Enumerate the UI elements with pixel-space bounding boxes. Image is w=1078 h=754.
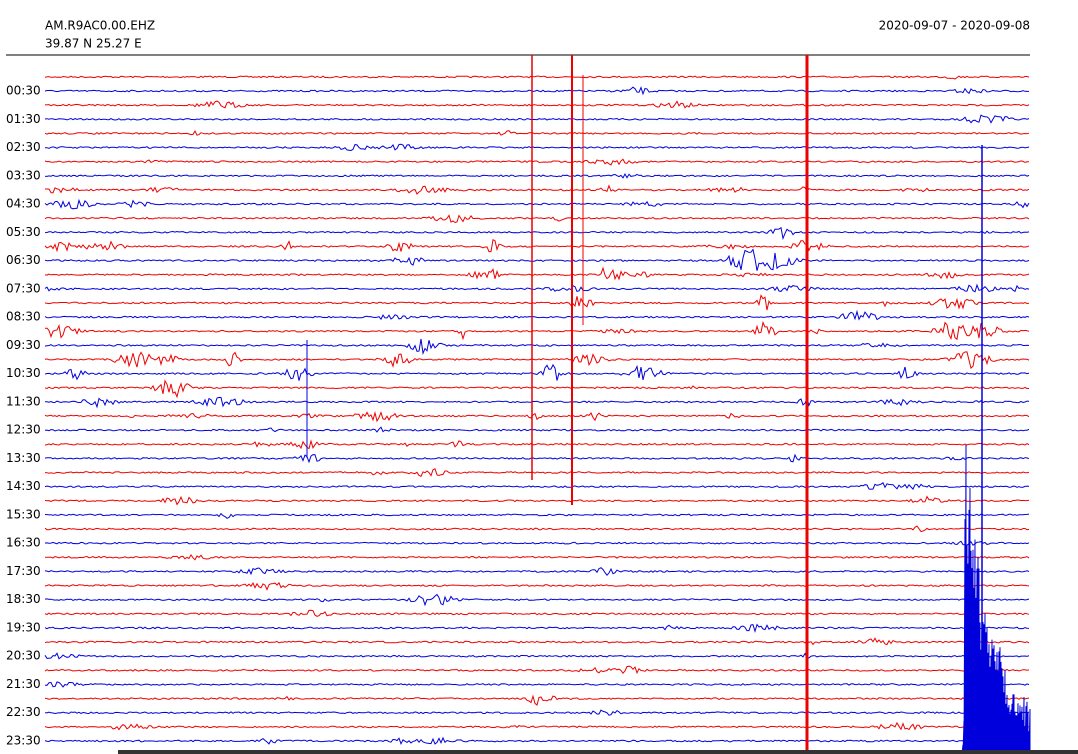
trace [44,540,1030,546]
time-label: 07:30 [6,281,41,295]
trace [44,226,1030,241]
trace [44,158,1030,166]
time-label: 06:30 [6,253,41,267]
time-label: 21:30 [6,677,41,691]
time-label: 23:30 [6,733,41,747]
time-label: 12:30 [6,423,41,437]
trace [44,114,1030,124]
time-label: 16:30 [6,536,41,550]
trace [44,198,1030,210]
trace [44,283,1030,293]
time-label: 14:30 [6,479,41,493]
trace [44,709,1030,716]
trace [44,248,1030,271]
trace [45,184,1030,195]
trace [45,143,1030,152]
trace [44,525,1030,533]
trace [44,351,1030,370]
trace [44,320,1030,341]
trace [44,482,1030,490]
time-label: 22:30 [6,705,41,719]
time-label: 13:30 [6,451,41,465]
time-label: 15:30 [6,507,41,521]
trace [44,694,1030,706]
trace [44,468,1030,477]
trace [44,214,1030,224]
traces [44,55,1031,754]
time-label: 02:30 [6,140,41,154]
trace [44,266,1030,281]
trace [44,495,1030,506]
trace [44,567,1030,576]
trace [44,553,1030,561]
trace [44,623,1030,634]
trace [44,512,1030,519]
station-coords: 39.87 N 25.27 E [45,37,142,51]
trace [44,581,1030,591]
time-label: 03:30 [6,168,41,182]
time-label: 09:30 [6,338,41,352]
trace [44,86,1029,96]
trace [44,75,1030,80]
trace [44,453,1030,464]
quake [961,444,1031,754]
date-range: 2020-09-07 - 2020-09-08 [879,19,1030,33]
station-id: AM.R9AC0.00.EHZ [45,19,155,33]
trace [44,379,1029,399]
time-label: 18:30 [6,592,41,606]
trace [44,309,1030,321]
trace [44,609,1030,617]
trace [44,130,1030,136]
trace [44,439,1030,450]
time-label: 04:30 [6,197,41,211]
trace [44,410,1030,423]
time-label: 08:30 [6,310,41,324]
time-label: 05:30 [6,225,41,239]
trace [44,665,1030,675]
time-label: 11:30 [6,394,41,408]
trace [45,396,1030,409]
trace [44,172,1030,179]
time-label: 17:30 [6,564,41,578]
trace [44,652,1030,660]
trace [44,294,1030,311]
trace [44,238,1030,253]
scrollbar [118,750,1078,754]
trace [44,338,1030,356]
time-label: 19:30 [6,620,41,634]
trace [44,426,1030,433]
trace [44,100,1030,109]
time-label: 20:30 [6,649,41,663]
time-labels: 00:30 01:30 02:30 03:30 04:30 05:30 06:30 07:30… [6,84,41,748]
trace [44,363,1030,381]
trace [44,681,1030,688]
time-label: 00:30 [6,84,41,98]
trace [44,593,1030,607]
trace [44,637,1030,646]
trace [44,736,1030,746]
time-label: 01:30 [6,112,41,126]
time-label: 10:30 [6,366,41,380]
trace [44,721,1030,731]
